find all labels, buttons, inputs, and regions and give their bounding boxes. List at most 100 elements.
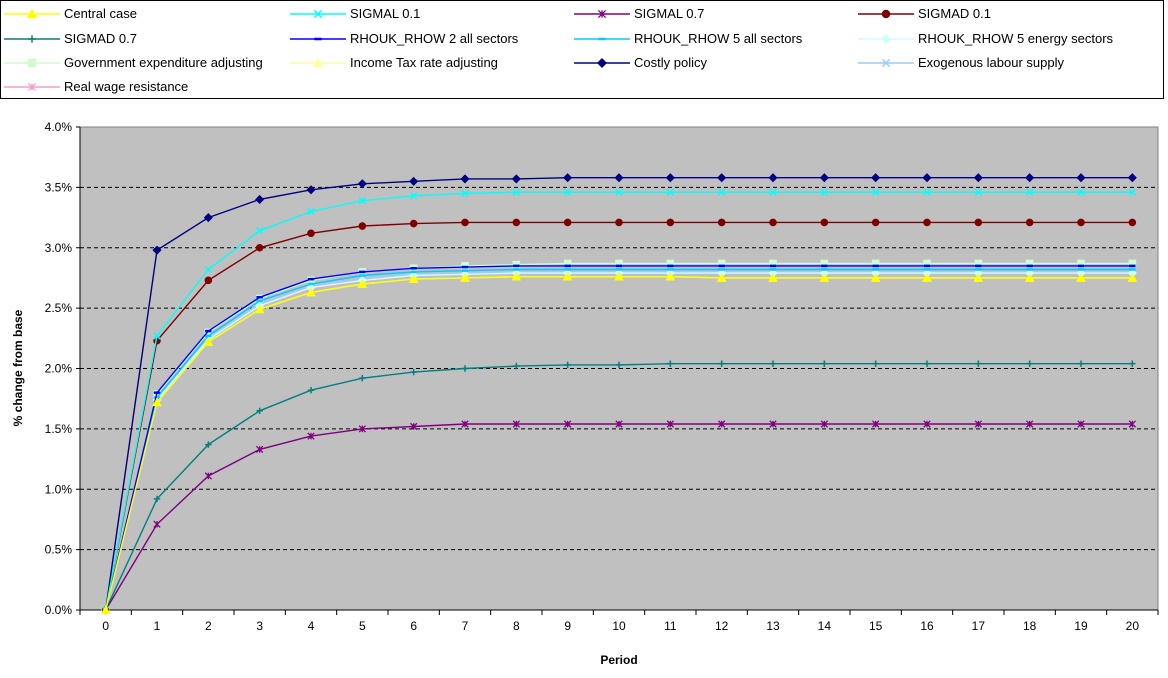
legend-item: SIGMAL 0.1 [290,6,420,21]
data-point [255,227,264,235]
data-point [872,360,879,367]
y-tick-label: 0.5% [45,543,73,557]
y-tick-label: 1.5% [45,422,73,436]
data-point [922,173,932,183]
data-point [1129,360,1136,367]
data-point [357,179,367,189]
x-tick-label: 6 [410,619,417,633]
data-point [870,272,881,282]
legend-item: Government expenditure adjusting [4,55,263,70]
data-point [975,360,982,367]
data-point [597,58,607,68]
data-point [27,58,37,68]
data-point [1026,360,1033,367]
legend-label: Central case [64,6,137,21]
data-point [359,374,366,382]
y-tick-label: 2.5% [45,301,73,315]
data-point [564,361,571,369]
x-tick-label: 18 [1023,619,1037,633]
x-tick-label: 17 [972,619,986,633]
data-point [461,189,469,198]
x-tick-label: 12 [715,619,729,633]
legend-label: Exogenous labour supply [918,55,1064,70]
legend-box [0,0,1164,99]
x-tick-label: 15 [869,619,883,633]
data-point [358,222,367,230]
series-central-case [100,271,1138,614]
data-point [255,243,264,252]
data-point [820,420,828,428]
data-point [409,219,418,228]
data-point [665,173,675,183]
x-tick-label: 13 [766,619,780,633]
data-point [769,420,777,428]
data-point [100,605,111,614]
data-point [871,218,880,227]
data-point [666,420,674,428]
data-point [460,272,470,282]
data-point [358,425,366,433]
data-point [205,441,212,448]
legend-item: Income Tax rate adjusting [290,55,498,70]
data-point [1077,188,1085,196]
data-point [716,272,727,282]
legend-label: Government expenditure adjusting [64,55,263,70]
data-point [203,213,213,223]
data-point [819,272,830,282]
data-point [717,173,727,183]
legend-item: SIGMAL 0.7 [574,6,704,21]
data-point [717,188,726,196]
data-point [562,271,573,281]
legend-item: RHOUK_RHOW 5 all sectors [574,31,803,46]
data-point [597,9,607,19]
data-point [1025,218,1034,227]
data-point [923,420,931,428]
data-point [203,336,214,346]
data-point [306,287,316,297]
legend-label: Income Tax rate adjusting [350,55,498,70]
data-point [821,360,828,367]
data-point [769,360,777,367]
data-point [153,520,161,528]
x-tick-label: 8 [513,619,520,633]
y-tick-label: 2.0% [45,362,73,376]
data-point [254,304,265,314]
legend-item: RHOUK_RHOW 2 all sectors [290,31,519,46]
data-point [512,218,521,227]
data-point [974,218,983,227]
data-point [409,192,418,200]
data-point [312,57,324,68]
data-point [974,420,982,428]
data-point [564,420,572,428]
data-point [819,173,829,183]
x-tick-label: 9 [564,619,571,633]
data-point [461,365,469,372]
data-point [614,173,624,183]
x-tick-label: 7 [462,619,469,633]
data-point [1128,218,1137,227]
x-tick-label: 20 [1126,619,1140,633]
data-point [615,420,623,428]
y-tick-label: 0.0% [45,603,73,617]
data-point [872,420,880,428]
data-point [1076,173,1086,183]
data-point [408,274,419,283]
data-point [769,218,777,227]
data-point [409,176,419,186]
data-point [306,185,316,195]
data-point [1077,218,1085,227]
series-sigmad-0-1 [101,218,1137,614]
data-point [615,361,623,369]
data-point [563,188,572,196]
legend-label: SIGMAD 0.7 [64,31,137,46]
y-tick-label: 1.0% [45,482,73,496]
legend-label: RHOUK_RHOW 5 energy sectors [918,31,1114,46]
data-point [881,34,891,44]
series-sigmad-0-7 [102,360,1136,614]
data-point [923,360,931,367]
data-point [28,35,36,43]
data-point [769,188,777,196]
data-point [1077,420,1085,428]
data-point [666,188,675,196]
data-point [881,9,891,19]
